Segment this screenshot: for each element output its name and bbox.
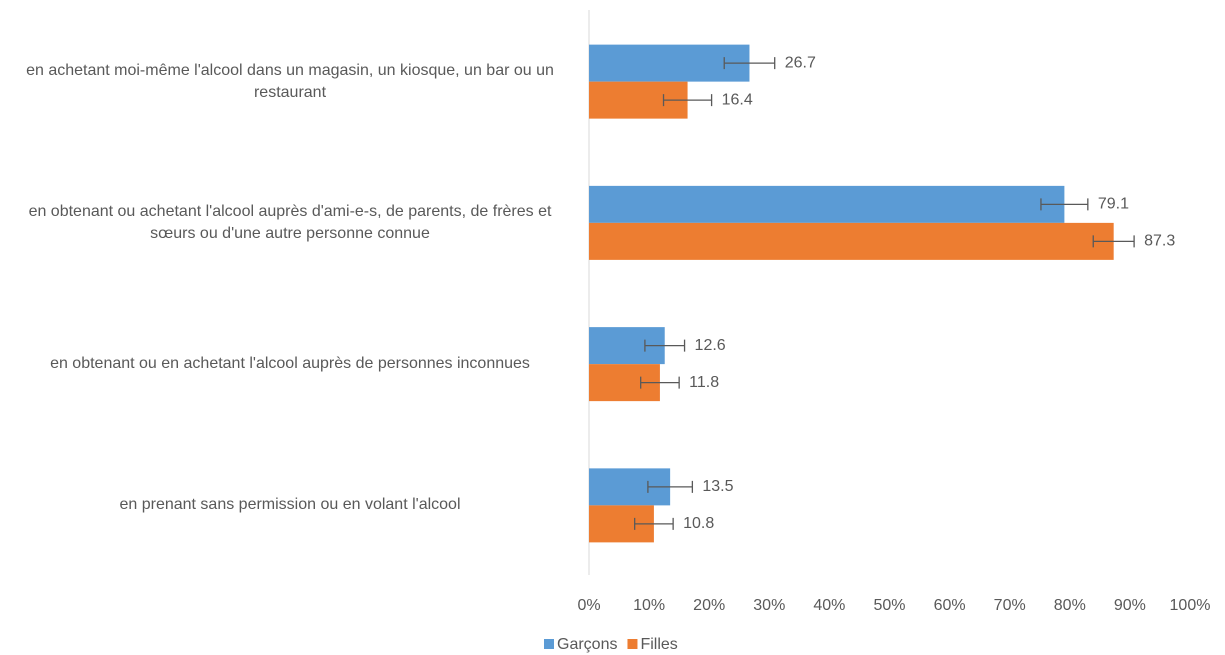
legend-swatch (627, 639, 638, 649)
x-tick-label: 70% (994, 597, 1026, 614)
legend-label: Filles (640, 636, 677, 653)
error-bar (634, 517, 674, 530)
bar (589, 44, 750, 82)
bar (589, 185, 1065, 223)
x-tick-label: 30% (753, 597, 785, 614)
x-tick-label: 40% (813, 597, 845, 614)
x-tick-label: 60% (934, 597, 966, 614)
data-label: 12.6 (695, 337, 726, 354)
error-bar (1040, 198, 1089, 211)
category-label: en obtenant ou en achetant l'alcool aupr… (50, 355, 530, 373)
data-label: 16.4 (722, 91, 753, 108)
x-tick-label: 50% (873, 597, 905, 614)
data-label: 79.1 (1098, 196, 1129, 213)
x-tick-label: 100% (1170, 597, 1211, 614)
error-bar (644, 339, 686, 352)
error-bar (662, 94, 713, 107)
error-bar (640, 376, 680, 389)
error-bar (647, 480, 694, 493)
data-label: 26.7 (785, 54, 816, 71)
data-label: 13.5 (702, 478, 733, 495)
legend-swatch (544, 639, 554, 649)
x-tick-label: 90% (1114, 597, 1146, 614)
category-label: en prenant sans permission ou en volant … (119, 496, 461, 514)
error-bar (723, 57, 776, 70)
legend-label: Garçons (557, 636, 617, 653)
bar (589, 222, 1114, 260)
x-tick-label: 10% (633, 597, 665, 614)
x-tick-label: 0% (577, 597, 600, 614)
data-label: 11.8 (689, 374, 719, 391)
x-tick-label: 20% (693, 597, 725, 614)
category-label: en obtenant ou achetant l'alcool auprès … (28, 202, 552, 242)
category-label: en achetant moi-même l'alcool dans un ma… (26, 61, 554, 101)
error-bar (1092, 235, 1135, 248)
data-label: 10.8 (683, 515, 714, 532)
x-tick-label: 80% (1054, 597, 1086, 614)
data-label: 87.3 (1144, 233, 1175, 250)
